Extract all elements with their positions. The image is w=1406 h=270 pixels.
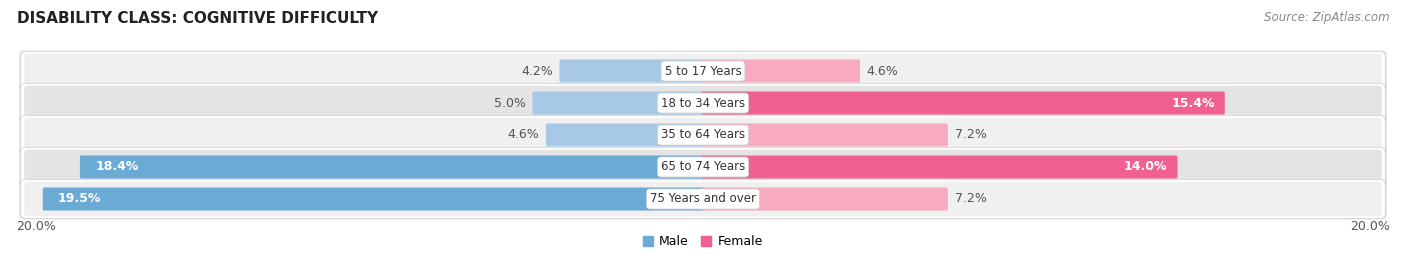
FancyBboxPatch shape [20, 114, 1386, 156]
Text: 5.0%: 5.0% [494, 96, 526, 110]
Text: 20.0%: 20.0% [1350, 220, 1391, 233]
FancyBboxPatch shape [80, 156, 704, 178]
Text: 4.6%: 4.6% [866, 65, 898, 77]
FancyBboxPatch shape [24, 118, 1382, 152]
FancyBboxPatch shape [21, 147, 1385, 187]
Text: Source: ZipAtlas.com: Source: ZipAtlas.com [1264, 11, 1389, 24]
Legend: Male, Female: Male, Female [638, 230, 768, 253]
FancyBboxPatch shape [702, 92, 1225, 114]
Text: 20.0%: 20.0% [15, 220, 56, 233]
Text: DISABILITY CLASS: COGNITIVE DIFFICULTY: DISABILITY CLASS: COGNITIVE DIFFICULTY [17, 11, 378, 26]
Text: 4.6%: 4.6% [508, 129, 540, 141]
FancyBboxPatch shape [21, 180, 1385, 218]
Text: 5 to 17 Years: 5 to 17 Years [665, 65, 741, 77]
Text: 4.2%: 4.2% [522, 65, 553, 77]
FancyBboxPatch shape [533, 92, 704, 114]
Text: 7.2%: 7.2% [955, 193, 987, 205]
FancyBboxPatch shape [24, 150, 1382, 184]
FancyBboxPatch shape [21, 116, 1385, 154]
FancyBboxPatch shape [21, 52, 1385, 90]
FancyBboxPatch shape [24, 182, 1382, 216]
FancyBboxPatch shape [702, 156, 1177, 178]
FancyBboxPatch shape [560, 59, 704, 83]
FancyBboxPatch shape [24, 86, 1382, 120]
Text: 75 Years and over: 75 Years and over [650, 193, 756, 205]
Text: 65 to 74 Years: 65 to 74 Years [661, 160, 745, 174]
Text: 7.2%: 7.2% [955, 129, 987, 141]
FancyBboxPatch shape [42, 187, 704, 211]
FancyBboxPatch shape [546, 123, 704, 147]
Text: 18 to 34 Years: 18 to 34 Years [661, 96, 745, 110]
FancyBboxPatch shape [702, 187, 948, 211]
FancyBboxPatch shape [20, 178, 1386, 220]
FancyBboxPatch shape [20, 147, 1386, 187]
FancyBboxPatch shape [702, 59, 860, 83]
Text: 35 to 64 Years: 35 to 64 Years [661, 129, 745, 141]
FancyBboxPatch shape [20, 83, 1386, 123]
FancyBboxPatch shape [24, 54, 1382, 88]
Text: 15.4%: 15.4% [1171, 96, 1215, 110]
FancyBboxPatch shape [702, 123, 948, 147]
FancyBboxPatch shape [20, 50, 1386, 92]
Text: 18.4%: 18.4% [96, 160, 138, 174]
Text: 14.0%: 14.0% [1123, 160, 1167, 174]
Text: 19.5%: 19.5% [58, 193, 101, 205]
FancyBboxPatch shape [21, 83, 1385, 123]
